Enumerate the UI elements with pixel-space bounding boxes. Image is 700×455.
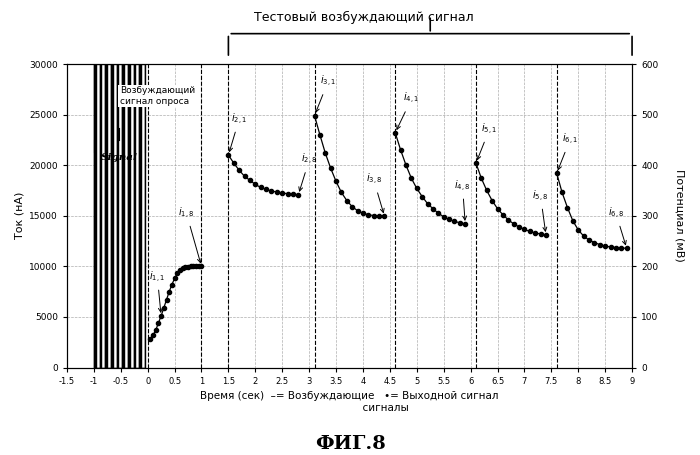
Text: $i_{1,8}$: $i_{1,8}$ xyxy=(178,206,201,263)
Y-axis label: Ток (нА): Ток (нА) xyxy=(15,192,25,239)
Bar xyxy=(120,64,122,368)
Text: Signal: Signal xyxy=(101,153,138,162)
Text: Тестовый возбуждающий сигнал: Тестовый возбуждающий сигнал xyxy=(254,11,474,25)
Bar xyxy=(105,64,108,368)
Text: $i_{4,1}$: $i_{4,1}$ xyxy=(397,91,419,129)
Text: $i_{5,8}$: $i_{5,8}$ xyxy=(532,188,549,231)
Text: $i_{2,1}$: $i_{2,1}$ xyxy=(229,111,247,152)
Bar xyxy=(122,64,125,368)
Bar xyxy=(139,64,142,368)
Bar xyxy=(102,64,105,368)
Y-axis label: Потенциал (мВ): Потенциал (мВ) xyxy=(675,169,685,262)
Text: $i_{3,1}$: $i_{3,1}$ xyxy=(316,74,336,112)
Bar xyxy=(94,64,97,368)
Text: $i_{4,8}$: $i_{4,8}$ xyxy=(454,178,470,220)
Bar xyxy=(108,64,111,368)
Bar xyxy=(99,64,102,368)
Bar xyxy=(117,64,120,368)
Bar xyxy=(142,64,145,368)
Text: $i_{6,1}$: $i_{6,1}$ xyxy=(558,132,578,170)
Bar xyxy=(97,64,99,368)
Bar xyxy=(134,64,136,368)
Text: $i_{3,8}$: $i_{3,8}$ xyxy=(365,172,384,212)
Text: ФИГ.8: ФИГ.8 xyxy=(314,435,386,453)
Bar xyxy=(111,64,113,368)
Text: $i_{5,1}$: $i_{5,1}$ xyxy=(477,122,498,160)
Text: Возбуждающий
сигнал опроса: Возбуждающий сигнал опроса xyxy=(120,86,195,106)
Bar xyxy=(113,64,117,368)
X-axis label: Время (сек)  –= Возбуждающие   •= Выходной сигнал
                      сигналы: Время (сек) –= Возбуждающие •= Выходной … xyxy=(200,391,498,413)
Bar xyxy=(94,64,145,368)
Text: $i_{1,1}$: $i_{1,1}$ xyxy=(149,269,165,312)
Text: $i_{6,8}$: $i_{6,8}$ xyxy=(608,206,626,245)
Bar xyxy=(131,64,134,368)
Bar xyxy=(128,64,131,368)
Bar xyxy=(125,64,128,368)
Text: $i_{2,8}$: $i_{2,8}$ xyxy=(299,152,318,191)
Bar xyxy=(136,64,139,368)
